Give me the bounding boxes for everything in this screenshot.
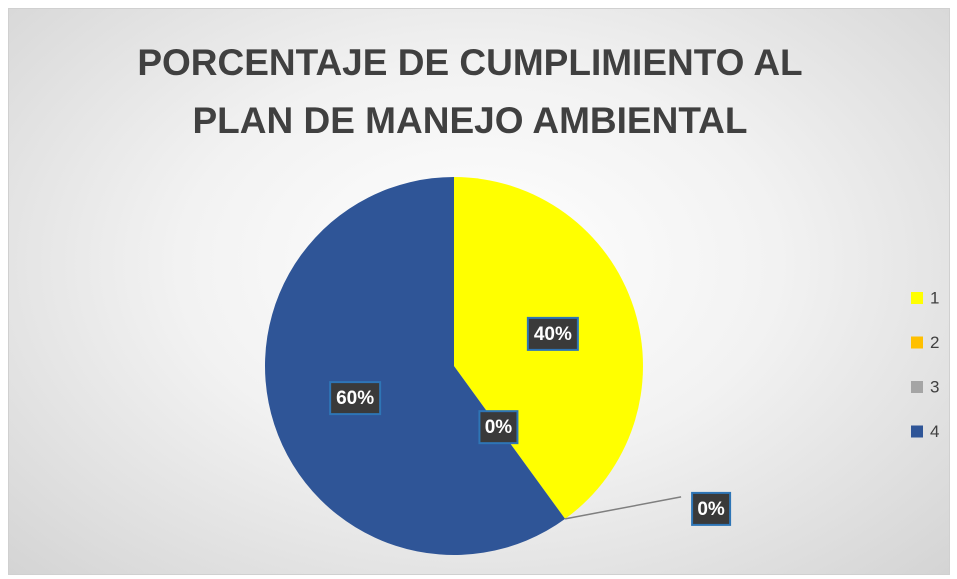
legend-swatch bbox=[911, 292, 923, 304]
data-label-box bbox=[691, 491, 732, 526]
data-label-box bbox=[478, 410, 519, 445]
legend-label: 3 bbox=[930, 377, 939, 396]
data-label-box bbox=[526, 316, 579, 351]
legend-swatch bbox=[911, 381, 923, 393]
legend-label: 1 bbox=[930, 288, 939, 307]
data-label: 40% bbox=[534, 324, 572, 345]
data-label-box bbox=[329, 381, 382, 416]
data-label: 0% bbox=[485, 417, 513, 438]
legend-label: 4 bbox=[930, 422, 939, 441]
leader-line bbox=[564, 496, 682, 520]
legend-label: 2 bbox=[930, 333, 939, 352]
chart-title: PORCENTAJE DE CUMPLIMIENTO AL PLAN DE MA… bbox=[137, 42, 803, 141]
legend-swatch bbox=[911, 336, 923, 349]
data-label: 60% bbox=[336, 388, 374, 409]
data-label: 0% bbox=[697, 499, 725, 520]
pie-slice bbox=[264, 177, 566, 555]
legend-swatch bbox=[911, 425, 923, 438]
